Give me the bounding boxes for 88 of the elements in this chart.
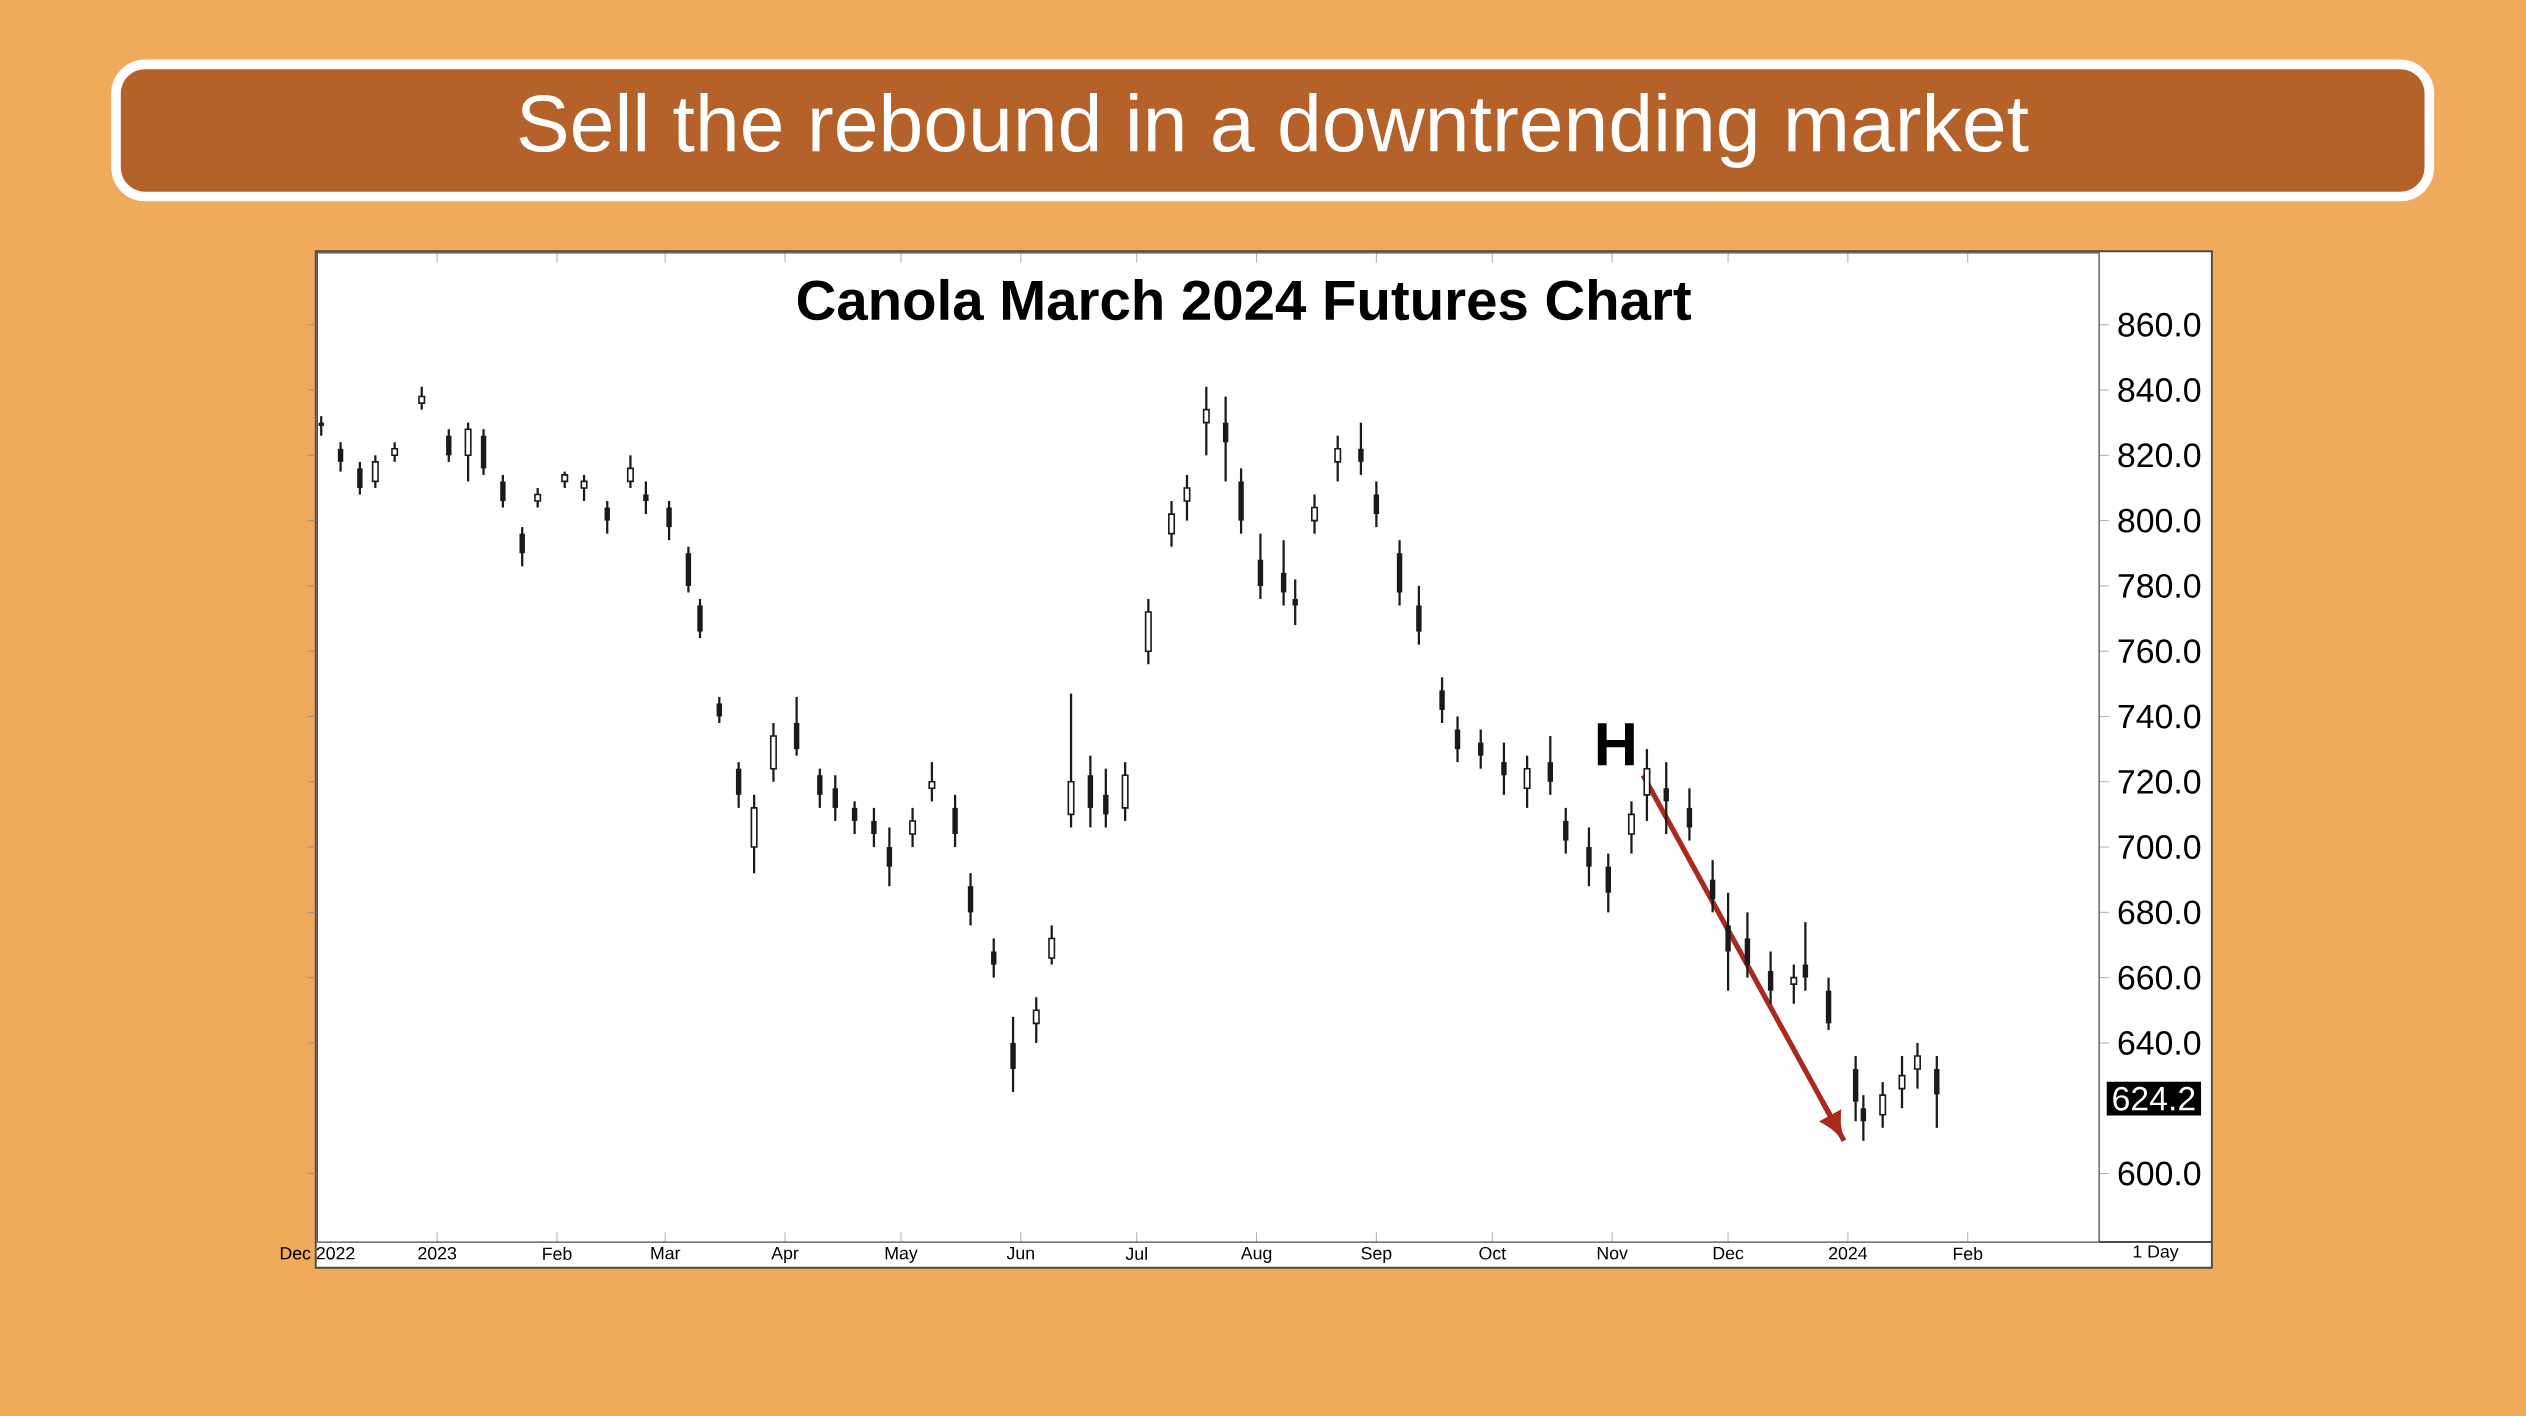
candlestick <box>909 806 917 849</box>
text: 1 Day <box>2133 1245 2179 1262</box>
candlestick <box>928 761 936 803</box>
y-tick-label: 600.0 <box>2118 1161 2201 1186</box>
candlestick <box>1334 434 1342 483</box>
candlestick <box>1311 493 1319 535</box>
candlestick <box>1547 734 1553 796</box>
x-tick-label: Aug <box>1240 1247 1272 1263</box>
candlestick <box>1913 1041 1921 1090</box>
y-tick-label: 840.0 <box>2118 378 2201 403</box>
candlestick <box>1501 741 1507 796</box>
candlestick <box>1879 1080 1887 1129</box>
candlestick <box>1358 421 1364 477</box>
candlestick <box>391 441 399 463</box>
x-tick-label: Jul <box>1125 1246 1147 1260</box>
candlestick <box>832 774 838 823</box>
candlestick <box>851 800 858 836</box>
x-tick-label: Dec <box>1713 1247 1744 1260</box>
candlestick <box>357 460 363 496</box>
candlestick <box>1168 499 1176 548</box>
x-tick-label: Mar <box>651 1247 681 1260</box>
candlestick <box>580 473 588 503</box>
candlestick <box>886 826 893 888</box>
x-tick-label: Sep <box>1361 1246 1392 1264</box>
chart-title: Sell the rebound in a downtrending market <box>519 92 2029 169</box>
candlestick <box>1663 761 1669 836</box>
candlestick <box>1439 676 1445 725</box>
chart-subtitle: Canola March 2024 Futures Chart <box>797 278 1691 321</box>
candlestick <box>1802 920 1809 992</box>
candlestick <box>1627 800 1635 855</box>
x-tick-label: Dec 2022 <box>280 1246 355 1260</box>
candlestick <box>1032 996 1040 1045</box>
candlestick <box>604 499 610 535</box>
candlestick <box>1048 924 1056 966</box>
candlestick <box>1686 787 1693 842</box>
candlestick <box>1373 480 1380 529</box>
x-tick-label: Apr <box>771 1247 799 1263</box>
candlestick <box>1790 963 1798 1005</box>
candlestick <box>871 806 877 849</box>
y-tick-label: 860.0 <box>2118 312 2201 337</box>
candlestick <box>1860 1094 1867 1142</box>
candlestick <box>371 454 379 490</box>
candlestick <box>1523 754 1531 809</box>
x-tick-label: Feb <box>1953 1246 1983 1260</box>
candlestick <box>1586 826 1592 888</box>
candlestick <box>1478 728 1484 770</box>
candlestick <box>1280 539 1287 607</box>
y-tick-label: 660.0 <box>2118 965 2201 990</box>
y-tick-label: 760.0 <box>2118 639 2201 664</box>
candlestick <box>1202 385 1210 457</box>
candlestick <box>1454 715 1461 764</box>
candlestick <box>519 525 525 568</box>
candlestick <box>337 441 344 473</box>
x-tick-label: 2024 <box>1829 1246 1868 1260</box>
candlestick <box>418 385 426 411</box>
candlestick <box>817 767 823 809</box>
y-tick-label: 640.0 <box>2118 1030 2201 1055</box>
y-tick-label: 680.0 <box>2118 900 2201 925</box>
x-tick-label: Nov <box>1597 1247 1628 1260</box>
candlestick <box>1103 767 1109 829</box>
x-tick-label: 2023 <box>418 1246 457 1260</box>
x-tick-label: Jun <box>1006 1247 1034 1260</box>
y-tick-label: 700.0 <box>2118 835 2201 860</box>
candlestick <box>1898 1054 1906 1110</box>
candlestick <box>1563 806 1569 855</box>
candlestick <box>1183 473 1191 522</box>
x-tick-label: Oct <box>1479 1246 1506 1260</box>
candlestick <box>716 695 723 725</box>
candlestick <box>1767 950 1774 1005</box>
candlestick <box>500 473 506 509</box>
text: 624.2 <box>2113 1086 2195 1111</box>
candlestick <box>1709 858 1716 914</box>
y-tick-label: 780.0 <box>2118 573 2201 598</box>
candlestick <box>1292 578 1298 627</box>
y-tick-label: 820.0 <box>2118 443 2201 468</box>
candlestick <box>446 428 452 463</box>
annotation: H <box>1597 723 1634 766</box>
y-tick-label: 720.0 <box>2118 769 2201 794</box>
x-tick-label: May <box>885 1247 918 1263</box>
x-tick-label: Feb <box>543 1246 572 1260</box>
candlestick <box>534 486 542 509</box>
candlestick <box>666 499 672 542</box>
y-tick-label: 740.0 <box>2118 704 2201 729</box>
candlestick <box>991 937 997 979</box>
candlestick <box>643 480 649 516</box>
candlestick <box>1222 395 1229 483</box>
candlestick <box>626 454 634 490</box>
y-tick-label: 800.0 <box>2118 508 2201 533</box>
